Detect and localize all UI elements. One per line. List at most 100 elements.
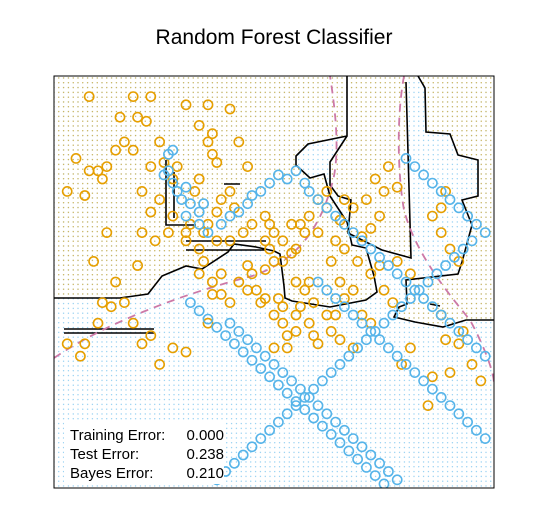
bayes-boundary <box>54 76 494 385</box>
point-orange-27 <box>167 210 179 222</box>
point-orange-40 <box>224 297 236 308</box>
point-orange-127 <box>88 255 99 267</box>
point-blue-62 <box>453 408 465 420</box>
point-blue-119 <box>466 235 478 247</box>
point-blue-95 <box>264 371 275 383</box>
test-error-value: 0.238 <box>186 446 224 463</box>
test-error-label: Test Error: <box>70 446 139 463</box>
point-blue-30 <box>347 227 359 238</box>
point-blue-72 <box>277 367 289 378</box>
point-blue-107 <box>369 470 381 481</box>
point-orange-88 <box>206 128 218 140</box>
point-blue-76 <box>312 400 324 411</box>
point-orange-154 <box>365 268 377 280</box>
point-orange-120 <box>167 342 179 354</box>
point-blue-47 <box>321 284 333 296</box>
point-orange-5 <box>70 152 82 164</box>
point-orange-141 <box>444 243 456 255</box>
point-blue-117 <box>470 218 482 230</box>
point-blue-70 <box>259 350 271 362</box>
point-blue-1 <box>162 148 174 160</box>
training-error-label: Training Error: <box>70 427 165 444</box>
point-blue-114 <box>444 194 456 205</box>
point-blue-55 <box>391 350 403 362</box>
point-blue-68 <box>242 334 253 346</box>
point-orange-54 <box>299 284 311 296</box>
point-blue-20 <box>264 177 275 189</box>
point-blue-35 <box>391 268 403 280</box>
point-blue-83 <box>374 457 385 469</box>
point-blue-98 <box>290 396 302 407</box>
point-blue-96 <box>272 379 284 391</box>
point-blue-51 <box>356 317 368 329</box>
point-orange-138 <box>396 358 407 370</box>
point-blue-104 <box>343 445 355 457</box>
point-orange-38 <box>193 268 205 280</box>
point-blue-74 <box>294 383 306 395</box>
point-blue-73 <box>286 375 297 387</box>
point-blue-53 <box>374 334 385 346</box>
point-orange-57 <box>308 330 319 341</box>
point-orange-6 <box>83 165 95 177</box>
point-orange-58 <box>312 338 324 350</box>
point-blue-141 <box>272 416 284 428</box>
point-blue-87 <box>193 305 205 317</box>
point-blue-134 <box>334 358 346 370</box>
point-orange-137 <box>426 371 438 383</box>
point-blue-108 <box>378 478 390 488</box>
point-orange-14 <box>145 91 157 102</box>
point-blue-92 <box>237 346 249 358</box>
point-orange-114 <box>105 301 117 313</box>
point-blue-109 <box>400 152 412 164</box>
point-blue-101 <box>316 420 328 432</box>
point-blue-137 <box>308 383 319 395</box>
point-orange-78 <box>325 255 337 267</box>
point-orange-85 <box>189 185 201 197</box>
point-orange-22 <box>154 194 165 205</box>
point-orange-35 <box>211 235 223 247</box>
point-blue-135 <box>325 367 337 378</box>
point-blue-10 <box>193 206 205 218</box>
point-orange-44 <box>246 268 258 280</box>
point-orange-148 <box>404 268 416 280</box>
point-orange-15 <box>127 144 139 156</box>
point-orange-97 <box>237 227 249 238</box>
point-blue-25 <box>303 185 315 197</box>
point-blue-14 <box>215 218 227 230</box>
point-orange-0 <box>83 91 95 102</box>
point-blue-124 <box>422 276 434 288</box>
point-blue-142 <box>264 424 275 436</box>
point-orange-110 <box>97 297 108 308</box>
point-blue-129 <box>378 317 390 329</box>
point-orange-84 <box>215 268 227 280</box>
point-blue-84 <box>382 466 394 477</box>
point-orange-67 <box>259 293 271 304</box>
point-orange-157 <box>338 243 350 255</box>
training-error-value: 0.000 <box>186 427 224 444</box>
point-orange-72 <box>294 218 306 230</box>
data-points <box>61 91 491 488</box>
point-blue-21 <box>272 169 284 181</box>
point-orange-33 <box>198 227 209 238</box>
point-orange-142 <box>435 227 447 238</box>
point-blue-26 <box>312 194 324 205</box>
point-blue-113 <box>435 185 447 197</box>
point-orange-8 <box>101 161 113 172</box>
point-orange-121 <box>180 346 192 358</box>
point-blue-100 <box>308 412 319 424</box>
point-blue-56 <box>400 358 412 370</box>
point-orange-124 <box>180 99 192 111</box>
error-summary-background <box>64 420 224 484</box>
point-orange-91 <box>233 136 245 148</box>
point-blue-37 <box>409 284 421 296</box>
point-blue-19 <box>255 185 267 197</box>
point-orange-7 <box>97 173 108 185</box>
point-blue-34 <box>382 260 394 271</box>
point-orange-1 <box>114 111 126 123</box>
point-orange-169 <box>391 181 403 193</box>
point-orange-146 <box>440 185 451 197</box>
point-blue-136 <box>316 375 328 387</box>
point-blue-79 <box>338 424 350 436</box>
point-blue-64 <box>470 424 482 436</box>
point-orange-109 <box>61 338 73 350</box>
